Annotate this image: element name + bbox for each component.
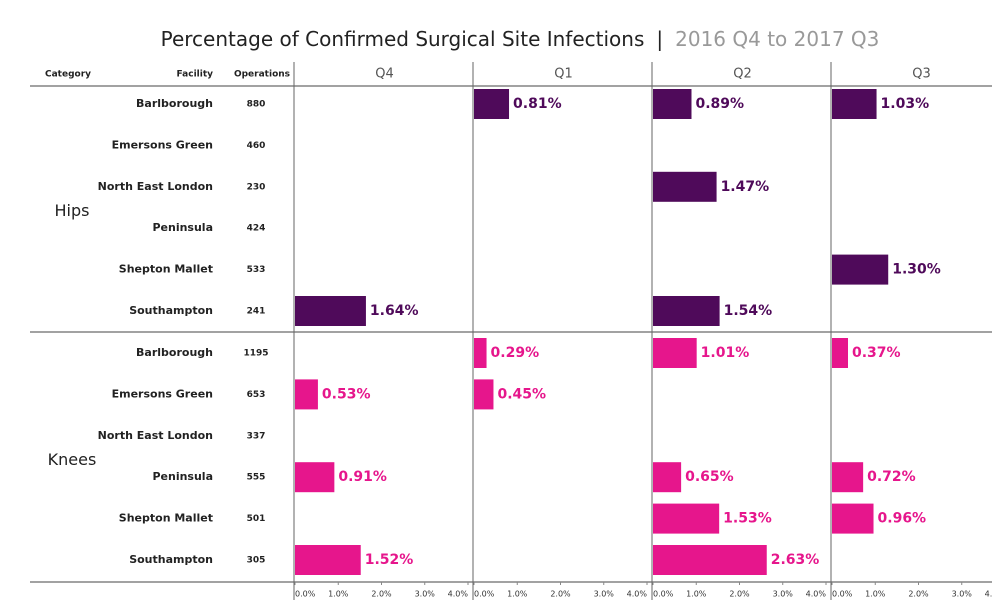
operations-label: 241 [247, 307, 266, 317]
value-label: 1.47% [721, 179, 770, 195]
value-label: 1.01% [701, 345, 750, 361]
facility-label: Southampton [129, 553, 213, 566]
bar [295, 296, 366, 326]
operations-label: 501 [247, 514, 266, 524]
chart-title: Percentage of Confirmed Surgical Site In… [161, 27, 645, 51]
operations-label: 555 [247, 473, 266, 483]
title-line: Percentage of Confirmed Surgical Site In… [161, 27, 880, 51]
value-label: 1.54% [724, 303, 773, 319]
column-header: Category [45, 70, 91, 80]
x-tick-label: 0.0% [832, 590, 853, 599]
bar [832, 462, 864, 493]
panel-header: Q2 [733, 67, 752, 82]
facility-label: Emersons Green [112, 387, 213, 400]
x-tick-label: 3.0% [415, 590, 436, 599]
operations-label: 337 [247, 431, 266, 441]
bar [832, 254, 889, 285]
bar [474, 379, 494, 410]
operations-label: 880 [247, 100, 266, 110]
column-header: Facility [177, 70, 214, 80]
bar [295, 545, 361, 575]
bar [653, 89, 692, 119]
x-tick-label: 0.0% [295, 590, 316, 599]
x-tick-label: 1.0% [328, 590, 349, 599]
bar [653, 503, 720, 534]
x-tick-label: 1.0% [865, 590, 886, 599]
x-tick-label: 2.0% [550, 590, 571, 599]
operations-label: 305 [247, 556, 266, 566]
facility-label: Emersons Green [112, 138, 213, 151]
facility-label: Peninsula [152, 470, 213, 483]
panel-header: Q3 [912, 67, 931, 82]
bar [474, 338, 487, 368]
value-label: 0.72% [867, 469, 916, 485]
value-label: 0.96% [878, 511, 927, 527]
x-tick-label: 3.0% [952, 590, 973, 599]
value-label: 1.52% [365, 552, 414, 568]
bar [295, 462, 335, 493]
x-tick-label: 3.0% [594, 590, 615, 599]
value-label: 1.03% [881, 96, 930, 112]
x-tick-label: 4.0% [806, 590, 827, 599]
group-label: Knees [48, 450, 97, 469]
x-tick-label: 1.0% [507, 590, 528, 599]
x-tick-label: 4.0% [448, 590, 469, 599]
value-label: 1.64% [370, 303, 419, 319]
bar [832, 338, 849, 368]
facility-label: Shepton Mallet [119, 263, 213, 276]
operations-label: 1195 [243, 349, 268, 359]
value-label: 0.53% [322, 386, 371, 402]
value-label: 1.53% [723, 511, 772, 527]
group-label: Hips [55, 201, 90, 220]
operations-label: 653 [247, 390, 266, 400]
facility-label: North East London [98, 429, 213, 442]
value-label: 0.91% [338, 469, 387, 485]
x-tick-label: 2.0% [908, 590, 929, 599]
x-tick-label: 4.0% [627, 590, 648, 599]
bar [832, 89, 877, 119]
x-tick-label: 0.0% [474, 590, 495, 599]
facility-label: North East London [98, 180, 213, 193]
bar [653, 171, 717, 202]
bar [653, 338, 697, 368]
x-tick-label: 2.0% [729, 590, 750, 599]
title-separator: | [656, 27, 663, 51]
value-label: 1.30% [892, 262, 941, 278]
value-label: 0.65% [685, 469, 734, 485]
bar [653, 296, 720, 326]
bar [295, 379, 318, 410]
panel-header: Q4 [375, 67, 394, 82]
x-tick-label: 2.0% [371, 590, 392, 599]
facility-label: Peninsula [152, 221, 213, 234]
value-label: 0.37% [852, 345, 901, 361]
value-label: 0.81% [513, 96, 562, 112]
x-tick-label: 3.0% [773, 590, 794, 599]
facility-label: Southampton [129, 304, 213, 317]
value-label: 0.29% [491, 345, 540, 361]
value-label: 0.89% [695, 96, 744, 112]
bar [653, 462, 682, 493]
x-tick-label: 4.0% [985, 590, 992, 599]
chart-subtitle: 2016 Q4 to 2017 Q3 [675, 27, 879, 51]
operations-label: 424 [247, 224, 266, 234]
operations-label: 460 [247, 141, 266, 151]
value-label: 0.45% [497, 386, 546, 402]
operations-label: 533 [247, 265, 266, 275]
facility-label: Shepton Mallet [119, 512, 213, 525]
facility-label: Barlborough [136, 97, 213, 110]
operations-label: 230 [247, 182, 266, 192]
bar [653, 545, 767, 575]
bar [474, 89, 510, 119]
value-label: 2.63% [771, 552, 820, 568]
facility-label: Barlborough [136, 346, 213, 359]
bar [832, 503, 874, 534]
column-header: Operations [234, 70, 290, 80]
x-tick-label: 0.0% [653, 590, 674, 599]
x-tick-label: 1.0% [686, 590, 707, 599]
panel-header: Q1 [554, 67, 573, 82]
